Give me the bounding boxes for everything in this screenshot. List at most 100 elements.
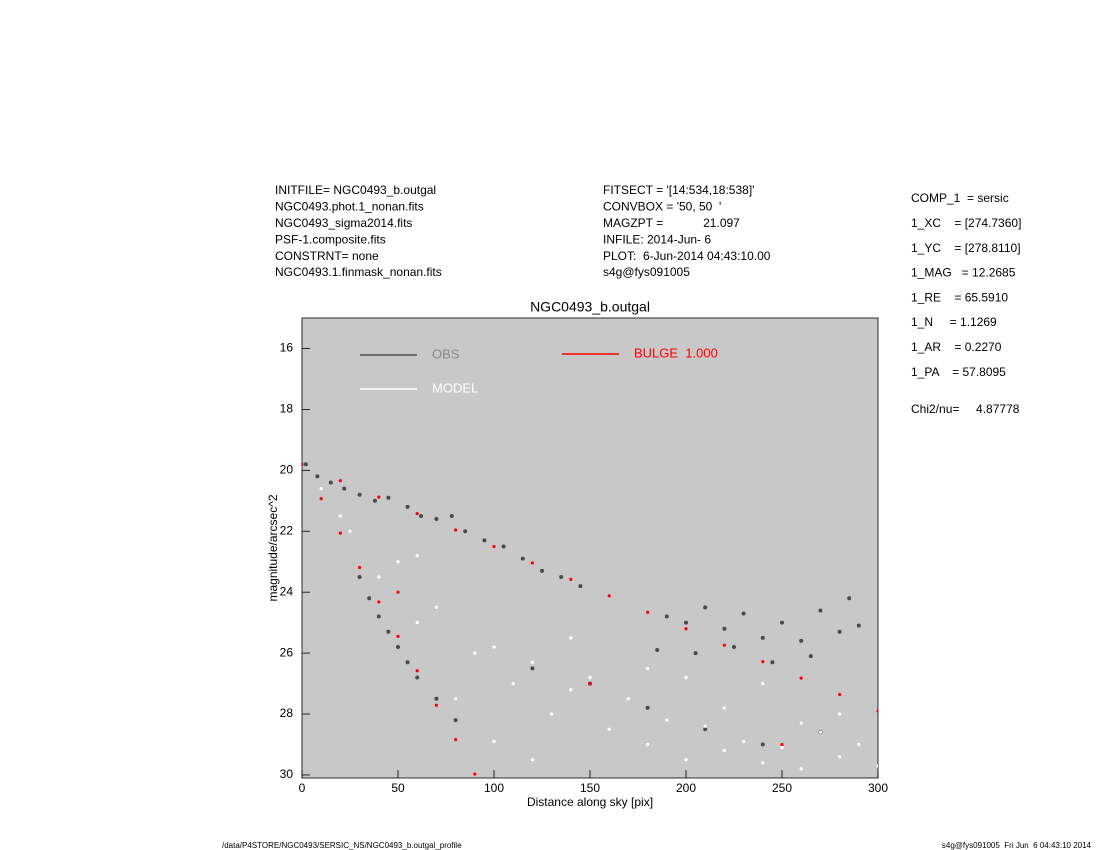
y-axis-label: magnitude/arcsec^2 — [266, 494, 280, 601]
legend-label: BULGE 1.000 — [634, 345, 718, 360]
point — [348, 529, 352, 533]
info-right: COMP_1 = sersic — [911, 191, 1009, 205]
point — [492, 645, 496, 649]
point — [559, 574, 564, 579]
point — [569, 688, 573, 692]
point — [847, 596, 852, 601]
info-right: 1_MAG = 12.2685 — [911, 266, 1016, 280]
point — [722, 706, 727, 710]
point — [760, 742, 765, 747]
point — [492, 739, 496, 744]
point — [837, 629, 842, 634]
point — [492, 544, 496, 549]
point — [482, 538, 487, 543]
info-left: CONSTRNT= none — [275, 249, 379, 263]
point — [857, 742, 861, 747]
point — [732, 645, 736, 650]
point — [342, 486, 347, 491]
point — [454, 697, 458, 701]
point — [799, 767, 803, 771]
point — [377, 575, 381, 579]
info-right: 1_PA = 57.8095 — [911, 365, 1006, 379]
point — [626, 697, 631, 701]
point — [372, 498, 377, 503]
chart-title: NGC0493_b.outgal — [530, 299, 650, 315]
point — [434, 517, 439, 522]
point — [357, 492, 362, 497]
point — [646, 610, 650, 614]
point — [818, 730, 823, 734]
point — [338, 479, 342, 483]
info-right: 1_XC = [274.7360] — [911, 216, 1021, 230]
point — [684, 675, 688, 680]
point — [645, 705, 650, 710]
point — [664, 614, 669, 619]
point — [415, 669, 419, 673]
point — [338, 514, 342, 518]
point — [703, 727, 708, 732]
x-axis-label: Distance along sky [pix] — [527, 795, 653, 809]
point — [434, 605, 438, 610]
point — [315, 474, 320, 479]
point — [511, 681, 515, 686]
point — [808, 654, 813, 659]
point — [607, 594, 611, 598]
point — [818, 608, 823, 613]
point — [454, 528, 458, 532]
point — [646, 742, 650, 747]
legend-label: OBS — [432, 346, 460, 361]
point — [856, 623, 861, 628]
point — [684, 627, 688, 631]
x-tick-label: 150 — [580, 781, 600, 795]
x-tick-label: 200 — [676, 781, 696, 795]
point — [396, 590, 400, 594]
point — [569, 577, 573, 581]
point — [655, 648, 660, 653]
point — [722, 626, 727, 631]
point — [463, 529, 468, 534]
footer-right: s4g@fys091005 Fri Jun 6 04:43:10 2014 — [942, 841, 1092, 850]
info-right: 1_AR = 0.2270 — [911, 340, 1002, 354]
point — [415, 621, 419, 625]
point — [693, 651, 698, 656]
point — [449, 514, 454, 519]
y-tick-label: 26 — [280, 645, 294, 659]
point — [530, 561, 535, 565]
y-tick-label: 20 — [280, 462, 294, 476]
point — [799, 676, 803, 680]
point — [396, 560, 400, 564]
point — [646, 666, 650, 670]
footer-left: /data/P4STORE/NGC0493/SERSIC_NS/NGC0493_… — [222, 841, 462, 850]
point — [319, 497, 323, 501]
point — [741, 611, 746, 616]
point — [742, 739, 746, 744]
x-tick-label: 50 — [391, 781, 405, 795]
x-tick-label: 250 — [772, 781, 792, 795]
info-mid: s4g@fys091005 — [603, 265, 690, 279]
chi2: Chi2/nu= 4.87778 — [911, 402, 1020, 416]
point — [396, 645, 400, 650]
point — [770, 660, 775, 665]
point — [530, 758, 535, 762]
point — [386, 495, 391, 500]
point — [415, 511, 419, 516]
point — [520, 556, 525, 561]
x-tick-label: 0 — [299, 781, 306, 795]
point — [302, 462, 304, 466]
point — [357, 574, 362, 579]
point — [415, 554, 419, 558]
point — [780, 745, 784, 750]
point — [876, 764, 878, 768]
info-left: PSF-1.composite.fits — [275, 232, 386, 246]
point — [569, 636, 573, 640]
point — [377, 495, 381, 499]
point — [722, 643, 727, 647]
point — [473, 772, 477, 776]
info-mid: FITSECT = '[14:534,18:538]' — [603, 183, 754, 197]
point — [838, 755, 842, 759]
point — [415, 675, 420, 680]
point — [319, 486, 323, 491]
point — [328, 480, 333, 485]
point — [434, 703, 438, 707]
point — [684, 620, 688, 625]
